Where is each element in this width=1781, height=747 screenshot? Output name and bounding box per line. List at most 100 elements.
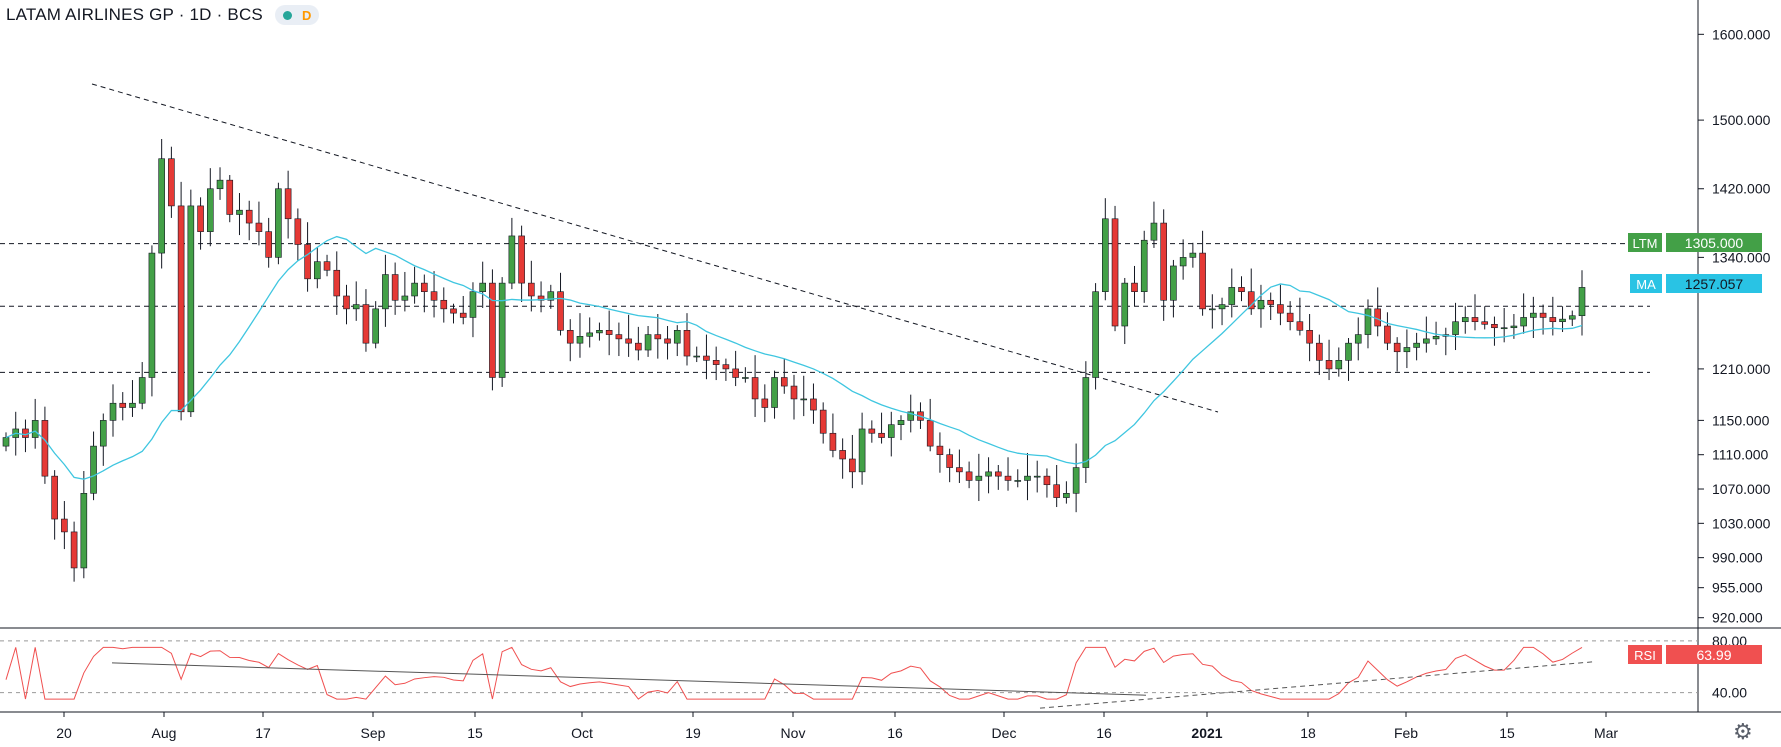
candle: [576, 313, 584, 358]
candle-body: [576, 336, 584, 344]
candle: [644, 326, 652, 357]
candle-body: [1267, 299, 1274, 305]
candle: [956, 449, 963, 484]
time-tick-label: Aug: [152, 725, 177, 741]
candle-body: [1335, 360, 1343, 370]
candle-body: [1354, 334, 1362, 344]
candle-body: [1033, 475, 1041, 478]
candle-body: [1316, 342, 1323, 361]
candle-body: [498, 282, 506, 378]
candle: [732, 350, 739, 387]
status-pill[interactable]: D: [274, 5, 320, 25]
candle-body: [1481, 321, 1489, 325]
price-tick-label: 1420.000: [1712, 181, 1771, 197]
candle: [1033, 460, 1041, 493]
candle-body: [819, 409, 827, 434]
candle-body: [236, 209, 243, 215]
rsi-support-line: [1039, 661, 1597, 709]
symbol-title[interactable]: LATAM AIRLINES GP · 1D · BCS: [6, 5, 263, 24]
price-tick-label: 1340.000: [1712, 249, 1771, 265]
candle: [304, 222, 311, 292]
candle: [1306, 314, 1313, 362]
candle: [557, 272, 564, 336]
candle-body: [31, 420, 39, 438]
candle-body: [1568, 315, 1576, 320]
candle: [780, 358, 788, 394]
candle: [946, 448, 953, 483]
ltm-value-label: 1305.000: [1685, 235, 1744, 251]
candle: [1072, 443, 1080, 513]
candle: [1150, 201, 1158, 248]
time-tick-label: Sep: [361, 725, 386, 741]
candle: [138, 362, 146, 410]
candle: [868, 420, 876, 443]
rsi-value-badge: [1666, 645, 1762, 664]
candle-body: [177, 205, 185, 413]
candle: [1461, 306, 1469, 334]
candle: [1491, 316, 1498, 346]
candle-body: [372, 308, 379, 344]
candle: [430, 271, 438, 318]
rsi-trend-line: [111, 662, 1147, 696]
candle-body: [343, 295, 350, 310]
candle: [1374, 287, 1382, 337]
candle: [1471, 294, 1479, 331]
candle: [751, 355, 759, 417]
candle-body: [109, 402, 117, 421]
price-tick-label: 990.000: [1712, 550, 1763, 566]
time-tick-label: 16: [887, 725, 903, 741]
ma-value-label: 1257.057: [1685, 276, 1744, 292]
candle: [1121, 277, 1129, 345]
candle-body: [197, 205, 204, 232]
candle-body: [1043, 475, 1051, 486]
candle: [41, 406, 49, 484]
candle: [722, 358, 730, 381]
candle: [742, 367, 749, 383]
candle: [1102, 198, 1109, 301]
candle: [547, 284, 555, 309]
candle-body: [168, 158, 175, 207]
candle-body: [469, 291, 477, 318]
candle: [411, 266, 418, 304]
candle: [1179, 239, 1187, 280]
candle: [236, 193, 243, 236]
candle-body: [1364, 308, 1372, 335]
candle-body: [226, 179, 234, 215]
candle: [1247, 268, 1255, 315]
candle-body: [1286, 312, 1294, 323]
candle-body: [80, 493, 88, 569]
candle-body: [129, 402, 136, 408]
candle: [31, 398, 39, 449]
candle: [1559, 306, 1566, 333]
candle: [1238, 276, 1245, 302]
candle-body: [1160, 222, 1167, 301]
price-tick-label: 955.000: [1712, 580, 1763, 596]
candle: [421, 274, 428, 313]
candle: [119, 392, 127, 421]
candle: [839, 438, 846, 479]
candle-body: [683, 330, 691, 357]
candle: [1364, 299, 1372, 349]
candle-body: [187, 205, 195, 413]
candle-body: [946, 454, 953, 468]
candle-body: [605, 330, 613, 335]
candle: [1092, 283, 1099, 390]
price-tick-label: 1070.000: [1712, 481, 1771, 497]
candle: [226, 175, 234, 223]
candle: [712, 346, 720, 381]
gear-icon[interactable]: ⚙: [1733, 719, 1753, 744]
candle-body: [1452, 321, 1459, 335]
candle-body: [1024, 475, 1031, 481]
time-tick-label: 15: [1499, 725, 1515, 741]
candle-body: [1296, 321, 1304, 331]
candle-body: [849, 458, 856, 473]
candle-body: [644, 334, 652, 351]
candle-body: [362, 304, 370, 344]
candle: [22, 419, 29, 453]
candle: [1277, 284, 1284, 326]
candle: [693, 346, 701, 363]
candle-body: [1325, 360, 1333, 370]
candle: [936, 432, 944, 473]
candle: [1053, 464, 1060, 508]
